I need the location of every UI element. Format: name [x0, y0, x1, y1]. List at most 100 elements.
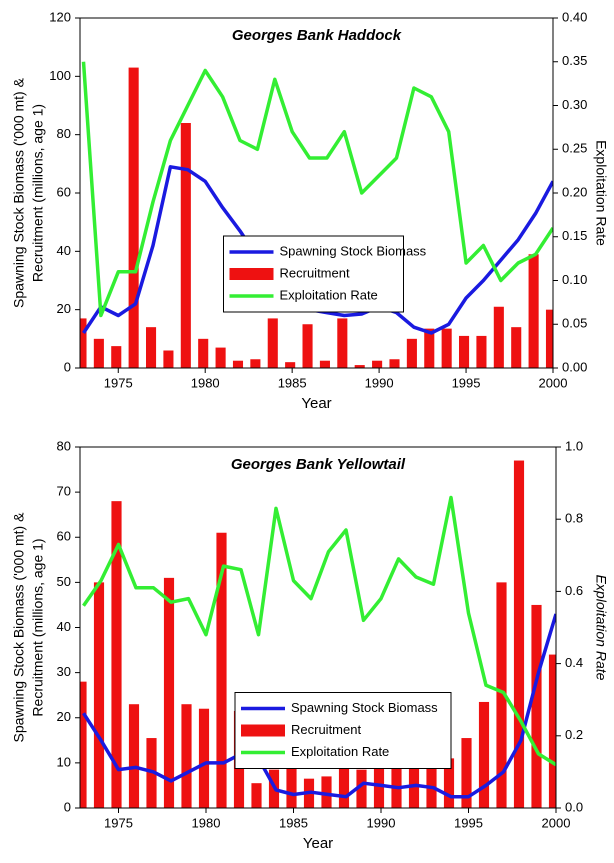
bar: [145, 327, 157, 368]
x-tick-label: 1985: [278, 375, 307, 390]
bar: [354, 365, 365, 368]
y-tick-label: 0: [64, 359, 71, 374]
y-axis-label: Spawning Stock Biomass ('000 mt) &: [11, 77, 27, 308]
x-tick-label: 1995: [452, 375, 481, 390]
bar: [267, 318, 278, 368]
bar: [111, 346, 122, 368]
y-tick-label: 20: [57, 301, 71, 316]
bar: [111, 501, 122, 808]
bar: [548, 654, 556, 808]
y2-tick-label: 0.00: [562, 359, 587, 374]
x-tick-label: 2000: [539, 375, 568, 390]
bar: [181, 704, 192, 808]
bar: [496, 582, 507, 808]
bar: [250, 359, 261, 368]
legend-label: Recruitment: [291, 722, 361, 737]
y-tick-label: 80: [57, 126, 71, 141]
bar: [513, 460, 525, 808]
y2-tick-label: 0.10: [562, 272, 587, 287]
x-tick-label: 1995: [454, 815, 483, 830]
bar: [286, 742, 297, 808]
x-axis-label: Year: [303, 835, 333, 852]
y2-tick-label: 0.20: [562, 184, 587, 199]
bar: [163, 350, 174, 368]
legend-swatch: [241, 724, 285, 737]
bar: [198, 338, 209, 368]
x-tick-label: 1985: [279, 815, 308, 830]
y-tick-label: 50: [57, 574, 71, 589]
bar: [408, 731, 420, 808]
y2-tick-label: 0.2: [565, 727, 583, 742]
y2-tick-label: 0.15: [562, 228, 587, 243]
line: [82, 613, 556, 799]
x-tick-label: 1990: [367, 815, 396, 830]
y2-axis-label: Exploitation Rate: [593, 140, 609, 246]
bar: [128, 704, 140, 808]
chart: Georges Bank Haddock 0 20 40 60 80 100 120 0.00 0…: [11, 9, 610, 412]
y-axis-label: Recruitment (millions, age 1): [30, 104, 46, 282]
title: Georges Bank Haddock: [232, 27, 402, 44]
legend-label: Recruitment: [280, 265, 350, 280]
legend-label: Exploitation Rate: [280, 287, 378, 302]
x-tick-label: 1980: [192, 815, 221, 830]
y-axis-label: Recruitment (millions, age 1): [30, 538, 46, 716]
bar: [389, 359, 400, 368]
bar: [321, 776, 332, 808]
legend-label: Spawning Stock Biomass: [291, 700, 438, 715]
y-tick-label: 70: [57, 484, 71, 499]
bar: [285, 362, 296, 368]
bar: [93, 582, 105, 808]
y-tick-label: 60: [57, 184, 71, 199]
bar: [476, 335, 487, 368]
bar: [424, 328, 435, 368]
bar: [545, 309, 553, 368]
line: [81, 61, 553, 318]
bar: [80, 318, 87, 368]
legend-swatch: [229, 268, 274, 280]
plot: [80, 61, 553, 368]
y-tick-label: 30: [57, 664, 71, 679]
bar: [216, 532, 227, 808]
bar: [528, 254, 539, 368]
bar: [478, 701, 490, 808]
y2-tick-label: 0.35: [562, 53, 587, 68]
bar: [215, 347, 226, 368]
bar: [80, 681, 87, 808]
bar: [198, 708, 210, 808]
y-tick-label: 0: [64, 799, 71, 814]
x-tick-label: 1980: [191, 375, 220, 390]
y2-tick-label: 0.0: [565, 799, 583, 814]
legend-label: Exploitation Rate: [291, 744, 389, 759]
y2-tick-label: 0.25: [562, 141, 587, 156]
bar: [531, 604, 542, 808]
y2-tick-label: 1.0: [565, 438, 583, 453]
x-tick-label: 1975: [104, 815, 133, 830]
y-tick-label: 20: [57, 709, 71, 724]
chart: Georges Bank Yellowtail 0 10 20 30 40 50 60 70 80…: [11, 438, 610, 852]
bar: [251, 783, 262, 808]
bar: [511, 327, 522, 368]
y2-tick-label: 0.05: [562, 316, 587, 331]
bar: [441, 328, 452, 368]
y-tick-label: 100: [49, 68, 71, 83]
bar: [128, 67, 139, 368]
bar: [426, 753, 437, 808]
bar: [373, 753, 385, 808]
y2-axis-label: Exploitation Rate: [593, 575, 609, 681]
y2-tick-label: 0.8: [565, 511, 583, 526]
y-tick-label: 120: [49, 9, 71, 24]
bar: [356, 769, 367, 808]
y2-tick-label: 0.6: [565, 583, 583, 598]
y-tick-label: 10: [57, 754, 71, 769]
y-tick-label: 40: [57, 243, 71, 258]
bar: [337, 318, 348, 368]
bar: [443, 758, 455, 808]
bar: [493, 306, 504, 368]
legend-label: Spawning Stock Biomass: [280, 243, 427, 258]
bar: [461, 738, 472, 808]
y-axis-label: Spawning Stock Biomass ('000 mt) &: [11, 512, 27, 743]
y2-tick-label: 0.30: [562, 97, 587, 112]
plot-frame: [79, 17, 554, 369]
bar: [372, 360, 383, 368]
